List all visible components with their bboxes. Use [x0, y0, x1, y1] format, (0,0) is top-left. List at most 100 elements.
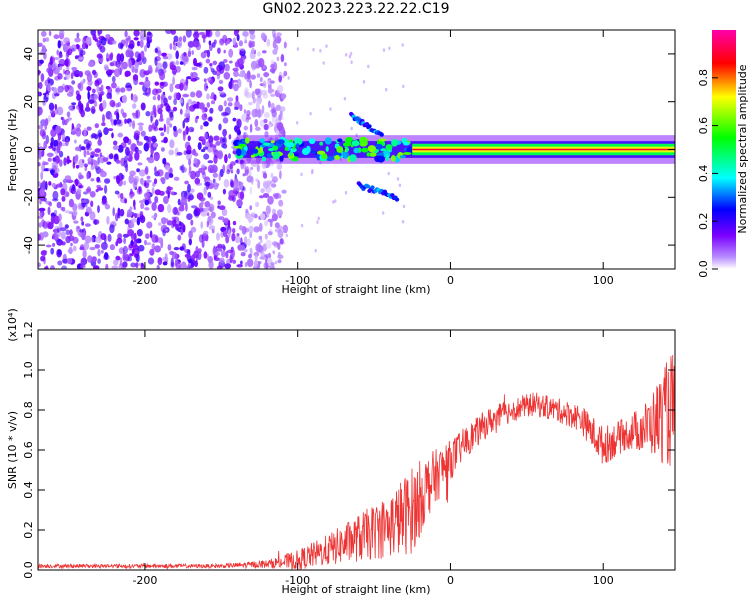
noise-speckle: [153, 151, 160, 162]
noise-speckle: [278, 114, 282, 121]
noise-speckle: [132, 74, 139, 81]
noise-speckle: [71, 80, 76, 85]
noise-speckle: [221, 244, 226, 249]
noise-speckle: [231, 80, 235, 84]
noise-speckle: [132, 180, 138, 190]
signal-blob: [399, 155, 406, 159]
noise-speckle: [280, 106, 286, 112]
noise-speckle: [179, 99, 184, 104]
noise-speckle: [348, 54, 352, 59]
noise-speckle: [242, 173, 246, 177]
noise-speckle: [229, 163, 233, 170]
noise-speckle: [267, 218, 274, 223]
signal-blob: [276, 139, 285, 145]
chirp-down-blob: [365, 184, 371, 189]
snr-scale-note: (x10⁴): [6, 308, 19, 342]
noise-speckle: [84, 235, 92, 244]
noise-speckle: [251, 108, 258, 118]
noise-speckle: [151, 243, 156, 251]
noise-speckle: [80, 109, 85, 118]
snr-series-line: [38, 352, 675, 570]
noise-speckle: [138, 238, 142, 244]
colorbar-gradient: [712, 30, 736, 269]
noise-speckle: [189, 188, 195, 193]
noise-speckle: [115, 212, 119, 222]
noise-speckle: [50, 247, 55, 255]
noise-speckle: [153, 178, 158, 185]
noise-speckle: [269, 83, 272, 88]
noise-speckle: [172, 76, 176, 86]
noise-speckle: [387, 171, 390, 176]
noise-speckle: [125, 49, 131, 58]
noise-speckle: [213, 155, 218, 164]
noise-speckle: [209, 107, 214, 114]
noise-speckle: [97, 187, 104, 191]
noise-speckle: [269, 181, 272, 185]
noise-speckle: [134, 151, 140, 161]
noise-speckle: [246, 76, 251, 83]
noise-speckle: [178, 36, 183, 42]
noise-speckle: [54, 209, 58, 215]
spectrogram-x-tick-label: 100: [593, 274, 614, 287]
noise-speckle: [162, 157, 167, 165]
noise-speckle: [169, 139, 175, 149]
noise-speckle: [274, 228, 282, 233]
noise-speckle: [99, 168, 104, 173]
noise-speckle: [40, 73, 45, 82]
noise-speckle: [244, 166, 250, 174]
noise-speckle: [103, 127, 109, 136]
noise-speckle: [279, 170, 282, 180]
noise-speckle: [104, 252, 109, 260]
noise-speckle: [276, 32, 282, 37]
noise-speckle: [224, 263, 232, 269]
signal-blob: [294, 137, 303, 146]
noise-speckle: [256, 101, 260, 111]
signal-blob: [334, 155, 341, 160]
noise-speckle: [344, 53, 348, 57]
spectrogram-x-tick-label: -200: [132, 274, 157, 287]
noise-speckle: [221, 208, 228, 217]
noise-speckle: [263, 72, 270, 78]
noise-speckle: [185, 78, 189, 86]
noise-speckle: [208, 203, 215, 212]
noise-speckle: [82, 199, 87, 204]
spectrogram-y-tick-label: 0: [22, 146, 35, 153]
noise-speckle: [150, 111, 155, 115]
noise-speckle: [234, 235, 241, 244]
noise-speckle: [38, 233, 42, 241]
spectrogram-x-tick-label: -100: [285, 274, 310, 287]
noise-speckle: [166, 117, 171, 126]
noise-speckle: [117, 66, 122, 72]
noise-speckle: [71, 67, 78, 71]
noise-speckle: [222, 117, 229, 124]
noise-speckle: [58, 59, 65, 65]
noise-speckle: [40, 250, 47, 256]
noise-speckle: [256, 88, 262, 98]
noise-speckle: [111, 40, 117, 45]
noise-speckle: [92, 33, 97, 41]
noise-speckle: [223, 100, 227, 107]
noise-speckle: [203, 186, 207, 196]
noise-speckle: [86, 143, 91, 149]
noise-speckle: [47, 157, 52, 162]
noise-speckle: [240, 260, 243, 265]
noise-speckle: [85, 206, 92, 214]
noise-speckle: [193, 40, 200, 48]
noise-speckle: [136, 40, 141, 47]
noise-speckle: [120, 142, 127, 149]
signal-blob: [359, 136, 368, 144]
noise-speckle: [264, 233, 268, 240]
noise-speckle: [42, 180, 46, 186]
noise-speckle: [231, 232, 236, 242]
noise-speckle: [49, 56, 53, 66]
noise-speckle: [54, 109, 59, 115]
noise-speckle: [122, 233, 130, 238]
noise-speckle: [150, 115, 153, 123]
signal-blob: [343, 142, 351, 147]
noise-speckle: [242, 30, 249, 37]
spectrogram-x-tick-label: 0: [447, 274, 454, 287]
noise-speckle: [240, 182, 244, 190]
signal-blob: [385, 154, 389, 162]
noise-speckle: [277, 85, 284, 94]
